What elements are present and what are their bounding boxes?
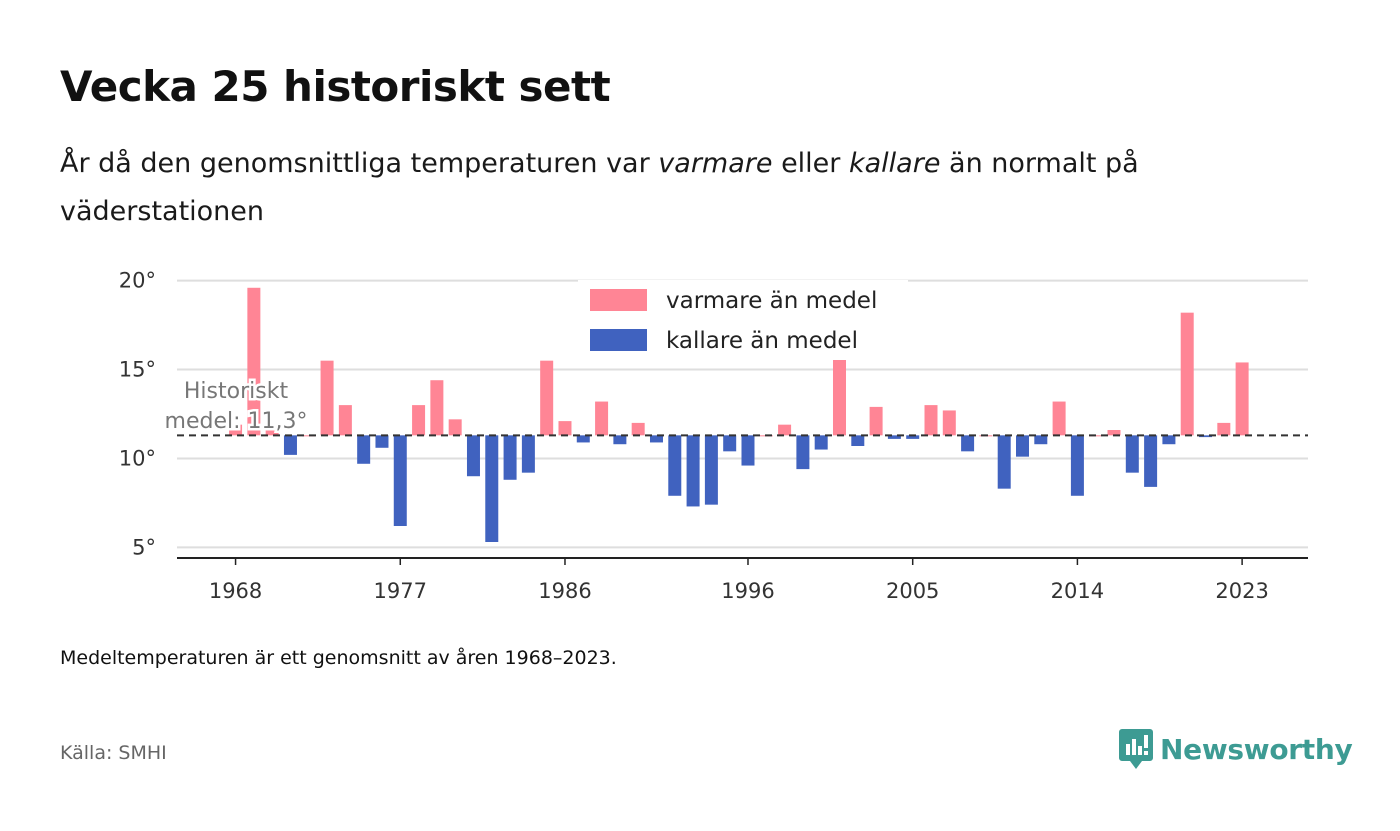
bar-1994	[704, 435, 718, 505]
bar-2007	[942, 410, 956, 436]
bar-1980	[448, 419, 462, 436]
axes: 5° 10° 15° 20° 1968 1977 1986 1996 2005 2014 2023	[119, 270, 1308, 603]
bar-2011	[1016, 435, 1030, 457]
chart-subtitle: År då den genomsnittliga temperaturen va…	[60, 140, 1320, 236]
legend-swatch-colder	[590, 329, 647, 351]
bar-1979	[430, 380, 444, 436]
subtitle-emphasis-colder: kallare	[848, 148, 941, 179]
bar-1971	[283, 435, 297, 455]
bar-1975	[357, 435, 371, 464]
baseline-label-line-1: Historiskt	[184, 379, 289, 404]
x-tick-label-2014: 2014	[1051, 579, 1104, 603]
bar-1985	[540, 360, 554, 436]
bar-1988	[595, 401, 609, 436]
bar-2018	[1144, 435, 1158, 487]
bar-2017	[1125, 435, 1139, 473]
y-tick-label-10: 10°	[119, 446, 156, 470]
legend-swatch-warmer	[590, 289, 647, 311]
bar-1996	[741, 435, 755, 466]
bar-1984	[521, 435, 535, 473]
bar-1989	[613, 435, 627, 445]
bar-1999	[796, 435, 810, 470]
bar-2012	[1034, 435, 1048, 445]
baseline-label-line-2: medel: 11,3°	[165, 409, 308, 434]
bar-2021	[1199, 435, 1213, 438]
x-tick-label-2005: 2005	[886, 579, 939, 603]
bar-1995	[723, 435, 737, 452]
bar-1977	[393, 435, 407, 526]
bar-1982	[485, 435, 499, 542]
bar-1993	[686, 435, 700, 507]
bar-1968	[229, 424, 243, 436]
subtitle-emphasis-warmer: varmare	[658, 148, 773, 179]
chart-title: Vecka 25 historiskt sett	[60, 62, 611, 111]
subtitle-text-1: År då den genomsnittliga temperaturen va…	[60, 148, 659, 179]
bar-2000	[814, 435, 828, 450]
legend: varmare än medel kallare än medel	[578, 280, 908, 360]
bar-1983	[503, 435, 517, 480]
bar-1990	[631, 422, 645, 436]
x-tick-label-1986: 1986	[538, 579, 591, 603]
bar-2022	[1217, 422, 1231, 436]
y-tick-label-5: 5°	[132, 535, 156, 559]
newsworthy-logo-icon	[1119, 729, 1153, 769]
x-tick-label-2023: 2023	[1215, 579, 1268, 603]
bar-1974	[338, 405, 352, 436]
footnote: Medeltemperaturen är ett genomsnitt av å…	[60, 647, 617, 669]
bar-1970	[265, 424, 279, 436]
bar-2003	[869, 406, 883, 436]
bar-1973	[320, 360, 334, 436]
newsworthy-logo-text: Newsworthy	[1160, 732, 1353, 766]
y-tick-label-15: 15°	[119, 358, 156, 382]
bar-2006	[924, 405, 938, 436]
bar-1972	[302, 435, 316, 437]
x-tick-label-1996: 1996	[721, 579, 774, 603]
baseline-group: Historiskt medel: 11,3°	[162, 377, 1308, 437]
bar-2013	[1052, 401, 1066, 436]
bar-2020	[1180, 312, 1194, 436]
bar-1987	[576, 435, 590, 443]
newsworthy-logo: Newsworthy	[1118, 727, 1353, 771]
bar-2008	[961, 435, 975, 452]
bar-1998	[778, 424, 792, 436]
bar-1969	[247, 287, 261, 436]
legend-label-colder: kallare än medel	[666, 328, 858, 354]
bar-2014	[1070, 435, 1084, 496]
bar-2010	[997, 435, 1011, 489]
bar-2004	[887, 435, 901, 439]
bar-2005	[906, 435, 920, 439]
bar-1978	[412, 405, 426, 436]
bar-1981	[466, 435, 480, 477]
legend-label-warmer: varmare än medel	[666, 288, 877, 314]
source-credit: Källa: SMHI	[60, 742, 167, 764]
bar-1986	[558, 421, 572, 436]
bar-2002	[851, 435, 865, 446]
bar-1992	[668, 435, 682, 496]
x-tick-label-1968: 1968	[209, 579, 262, 603]
subtitle-text-2: eller	[772, 148, 849, 179]
bar-2023	[1235, 362, 1249, 436]
bar-2016	[1107, 430, 1121, 436]
bar-1976	[375, 435, 389, 448]
bars	[229, 287, 1249, 542]
subtitle-text-3: än normalt på väderstationen	[60, 148, 1139, 227]
y-tick-label-20: 20°	[119, 270, 156, 293]
bar-2001	[832, 355, 846, 436]
bar-2019	[1162, 435, 1176, 445]
bar-1991	[649, 435, 663, 443]
x-tick-label-1977: 1977	[374, 579, 427, 603]
bar-chart: 5°10°15°20°1968 1977 1986 1996 2005 2014 2023 …	[119, 270, 1308, 603]
